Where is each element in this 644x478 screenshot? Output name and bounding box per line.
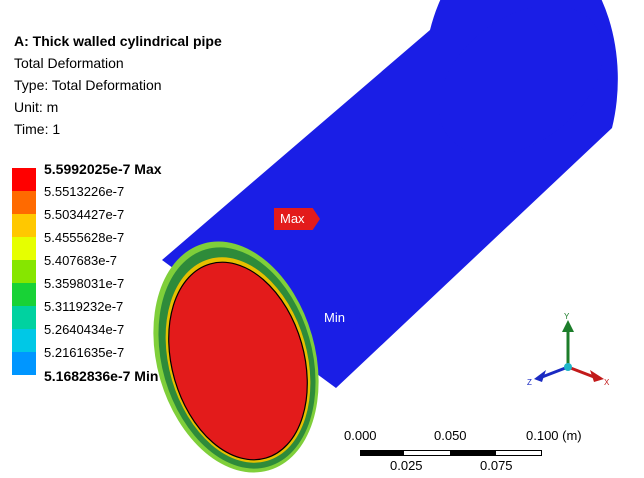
result-name: Total Deformation [14,55,124,71]
triad-graphic [534,320,604,382]
scale-label-top: 0.100 (m) [526,428,582,443]
scale-bar: 0.000 0.050 0.100 (m) 0.025 0.075 [340,428,582,478]
max-probe-label[interactable]: Max [274,208,320,230]
pipe-inner-rim [168,261,308,461]
triad-y-label: Y [564,312,570,321]
scale-label-top: 0.050 [434,428,467,443]
legend-swatch-1 [12,191,36,214]
result-time: Time: 1 [14,121,61,137]
legend-label: 5.2640434e-7 [44,322,125,337]
scale-label-bottom: 0.075 [480,458,513,473]
legend-swatch-8 [12,352,36,375]
scale-segment [404,450,450,456]
legend-label: 5.5513226e-7 [44,184,125,199]
legend-swatch-3 [12,237,36,260]
legend-label: 5.5034427e-7 [44,207,125,222]
legend-swatch-6 [12,306,36,329]
legend-max-label: 5.5992025e-7 Max [44,161,162,177]
result-unit: Unit: m [14,99,59,115]
scale-label-top: 0.000 [344,428,377,443]
pipe-inner-surface [168,262,308,460]
result-info-panel: A: Thick walled cylindrical pipe Total D… [14,30,222,140]
legend-swatch-5 [12,283,36,306]
scale-segment [360,450,404,456]
contour-legend[interactable]: 5.5992025e-7 Max 5.5513226e-7 5.5034427e… [12,162,192,394]
result-type: Type: Total Deformation [14,77,162,93]
legend-swatch-4 [12,260,36,283]
min-probe-label[interactable]: Min [318,307,360,329]
scale-segment [450,450,496,456]
triad-z-label: Z [527,378,532,387]
legend-label: 5.407683e-7 [44,253,118,268]
legend-min-label: 5.1682836e-7 Min [44,368,159,384]
pipe-far-end [439,5,603,155]
legend-label: 5.2161635e-7 [44,345,125,360]
axis-triad[interactable]: Y X Z [524,312,614,392]
legend-label: 5.3119232e-7 [44,299,124,314]
legend-label: 5.4555628e-7 [44,230,125,245]
scale-label-bottom: 0.025 [390,458,423,473]
legend-swatch-0 [12,168,36,191]
legend-swatch-7 [12,329,36,352]
triad-x-label: X [604,378,610,387]
scale-segment [496,450,542,456]
analysis-title: A: Thick walled cylindrical pipe [14,33,222,49]
legend-swatch-2 [12,214,36,237]
legend-label: 5.3598031e-7 [44,276,125,291]
